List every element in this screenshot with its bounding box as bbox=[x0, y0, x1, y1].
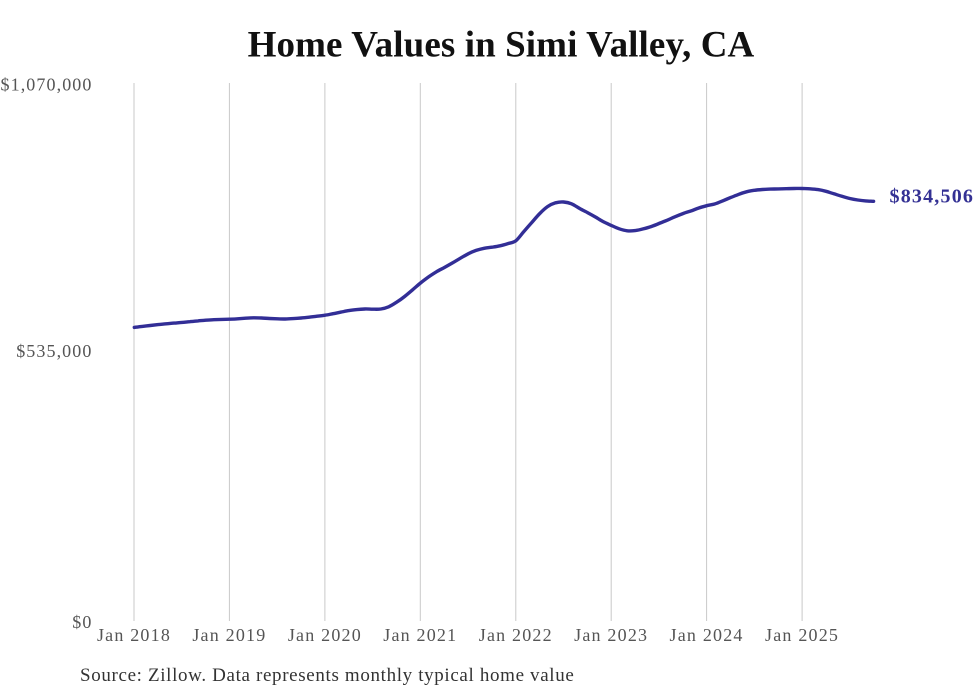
svg-text:Jan 2022: Jan 2022 bbox=[479, 625, 553, 645]
svg-text:Jan 2018: Jan 2018 bbox=[97, 625, 171, 645]
svg-text:$0: $0 bbox=[72, 612, 92, 632]
svg-text:Jan 2020: Jan 2020 bbox=[288, 625, 362, 645]
svg-text:Jan 2025: Jan 2025 bbox=[765, 625, 839, 645]
svg-text:$1,070,000: $1,070,000 bbox=[1, 75, 93, 95]
svg-text:$535,000: $535,000 bbox=[16, 341, 92, 361]
svg-text:Source: Zillow. Data represent: Source: Zillow. Data represents monthly … bbox=[80, 665, 574, 686]
svg-text:Home Values in Simi Valley, CA: Home Values in Simi Valley, CA bbox=[248, 25, 755, 66]
svg-text:Jan 2023: Jan 2023 bbox=[574, 625, 648, 645]
svg-text:Jan 2019: Jan 2019 bbox=[192, 625, 266, 645]
svg-text:$834,506: $834,506 bbox=[890, 185, 975, 207]
svg-text:Jan 2024: Jan 2024 bbox=[670, 625, 744, 645]
svg-text:Jan 2021: Jan 2021 bbox=[383, 625, 457, 645]
